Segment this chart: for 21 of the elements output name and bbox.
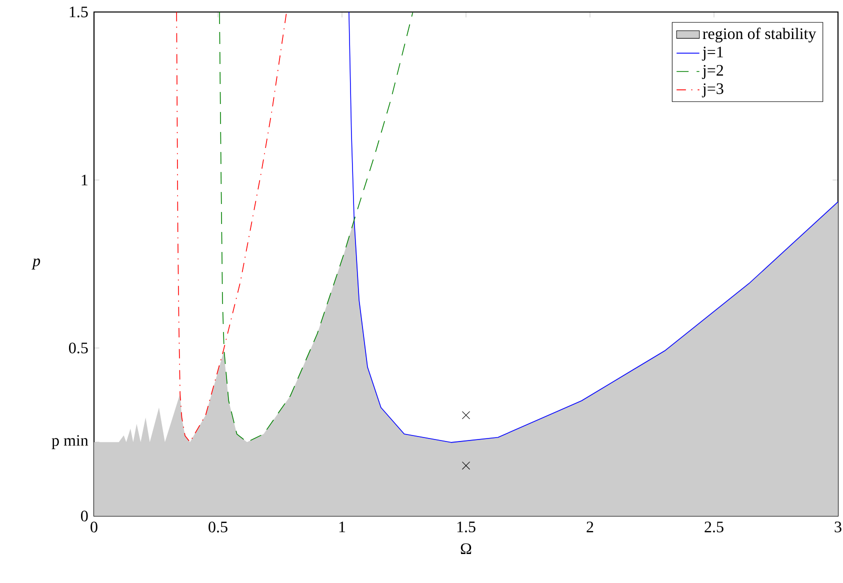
y-tick-label: 0 xyxy=(81,510,88,522)
line-series xyxy=(348,12,838,443)
y-tick-label: p min xyxy=(52,435,88,450)
y-tick-label: 1.5 xyxy=(70,6,88,18)
legend-label: j=1 xyxy=(702,46,723,61)
y-tick-label: 1 xyxy=(82,174,88,186)
y-axis-title: p xyxy=(32,258,40,270)
x-tick-label: 0 xyxy=(90,522,98,532)
y-tick-label: 0.5 xyxy=(69,342,88,354)
legend-label: j=2 xyxy=(702,65,724,80)
x-tick-label: 2 xyxy=(586,522,594,532)
x-tick-label: 2.5 xyxy=(704,522,724,532)
x-tick-label: 1.5 xyxy=(457,522,476,532)
x-axis-title: Ω xyxy=(460,543,472,554)
x-tick-label: 3 xyxy=(834,522,842,532)
line-series xyxy=(219,12,414,442)
x-tick-label: 1 xyxy=(339,522,346,532)
legend-label: region of stability xyxy=(702,28,816,42)
line-series xyxy=(176,12,287,442)
x-tick-label: 0.5 xyxy=(208,522,228,532)
legend-label: j=3 xyxy=(702,83,724,98)
